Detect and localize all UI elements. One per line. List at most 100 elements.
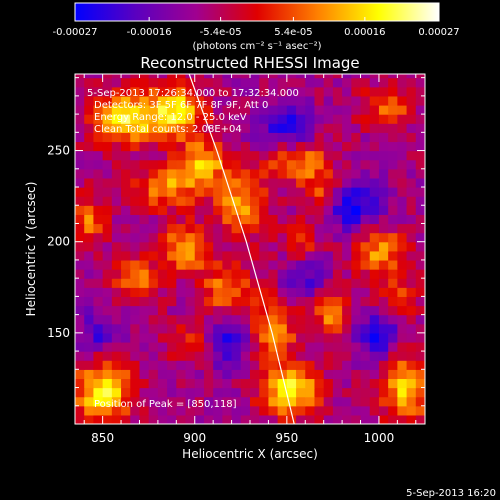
heatmap-cell xyxy=(305,196,316,206)
heatmap-cell xyxy=(130,196,141,206)
heatmap-cell xyxy=(231,123,242,133)
heatmap-cell xyxy=(342,259,352,270)
heatmap-cell xyxy=(130,287,141,297)
heatmap-cell xyxy=(148,414,159,424)
heatmap-cell xyxy=(305,269,316,279)
heatmap-cell xyxy=(360,123,371,133)
heatmap-cell xyxy=(84,323,95,334)
heatmap-cell xyxy=(397,187,408,197)
heatmap-cell xyxy=(93,196,104,206)
heatmap-cell xyxy=(332,141,343,152)
heatmap-cell xyxy=(222,378,233,389)
heatmap-cell xyxy=(406,360,417,370)
heatmap-cell xyxy=(360,369,371,380)
heatmap-cell xyxy=(351,150,362,161)
heatmap-cell xyxy=(415,214,425,225)
annotation-time-range: 5-Sep-2013 17:26:34.000 to 17:32:34.000 xyxy=(87,88,299,99)
heatmap-cell xyxy=(157,414,168,424)
heatmap-cell xyxy=(130,223,141,234)
heatmap-cell xyxy=(323,305,334,316)
heatmap-cell xyxy=(369,86,380,97)
heatmap-cell xyxy=(111,414,122,424)
heatmap-cell xyxy=(388,132,398,143)
heatmap-cell xyxy=(121,360,131,370)
heatmap-cell xyxy=(111,332,122,343)
heatmap-cell xyxy=(111,86,122,97)
heatmap-cell xyxy=(130,305,141,316)
heatmap-cell xyxy=(139,104,150,115)
heatmap-cell xyxy=(84,387,95,398)
heatmap-cell xyxy=(231,314,242,325)
heatmap-cell xyxy=(139,269,150,279)
heatmap-cell xyxy=(268,296,279,307)
heatmap-cell xyxy=(388,104,398,115)
heatmap-cell xyxy=(296,341,306,352)
heatmap-cell xyxy=(305,323,316,334)
heatmap-cell xyxy=(222,205,233,215)
heatmap-cell xyxy=(323,369,334,380)
heatmap-cell xyxy=(222,214,233,225)
heatmap-cell xyxy=(378,314,389,325)
heatmap-cell xyxy=(185,405,196,416)
heatmap-cell xyxy=(351,232,362,243)
heatmap-cell xyxy=(121,278,131,288)
heatmap-cell xyxy=(314,314,325,325)
heatmap-cell xyxy=(314,95,325,106)
heatmap-cell xyxy=(342,332,352,343)
heatmap-cell xyxy=(378,86,389,97)
heatmap-cell xyxy=(213,177,223,188)
heatmap-cell xyxy=(93,214,104,225)
heatmap-cell xyxy=(167,187,177,197)
heatmap-cell xyxy=(185,250,196,261)
heatmap-cell xyxy=(277,341,288,352)
heatmap-cell xyxy=(259,196,270,206)
heatmap-cell xyxy=(332,177,343,188)
heatmap-cell xyxy=(305,396,316,407)
heatmap-cell xyxy=(167,396,177,407)
heatmap-cell xyxy=(277,168,288,179)
heatmap-cell xyxy=(415,150,425,161)
heatmap-cell xyxy=(259,351,270,361)
heatmap-cell xyxy=(397,351,408,361)
heatmap-cell xyxy=(102,287,113,297)
heatmap-cell xyxy=(378,187,389,197)
heatmap-cell xyxy=(148,314,159,325)
heatmap-cell xyxy=(296,168,306,179)
heatmap-cell xyxy=(240,405,251,416)
heatmap-cell xyxy=(296,141,306,152)
heatmap-cell xyxy=(342,74,352,79)
heatmap-cell xyxy=(240,296,251,307)
heatmap-cell xyxy=(397,196,408,206)
heatmap-cell xyxy=(332,223,343,234)
heatmap-cell xyxy=(268,414,279,424)
heatmap-cell xyxy=(93,405,104,416)
heatmap-cell xyxy=(305,177,316,188)
heatmap-cell xyxy=(75,150,85,161)
heatmap-cell xyxy=(314,132,325,143)
heatmap-cell xyxy=(93,278,104,288)
heatmap-cell xyxy=(406,104,417,115)
heatmap-cell xyxy=(369,414,380,424)
heatmap-cell xyxy=(268,259,279,270)
heatmap-cell xyxy=(323,405,334,416)
heatmap-cell xyxy=(157,114,168,124)
heatmap-cell xyxy=(148,232,159,243)
heatmap-cell xyxy=(369,287,380,297)
heatmap-cell xyxy=(296,223,306,234)
heatmap-cell xyxy=(222,123,233,133)
heatmap-cell xyxy=(314,360,325,370)
heatmap-cell xyxy=(259,205,270,215)
heatmap-cell xyxy=(314,159,325,170)
heatmap-cell xyxy=(342,278,352,288)
heatmap-cell xyxy=(176,132,187,143)
heatmap-cell xyxy=(406,150,417,161)
heatmap-cell xyxy=(268,323,279,334)
heatmap-cell xyxy=(121,305,131,316)
heatmap-cell xyxy=(305,214,316,225)
heatmap-cell xyxy=(121,351,131,361)
heatmap-cell xyxy=(296,123,306,133)
heatmap-cell xyxy=(268,132,279,143)
heatmap-cell xyxy=(332,232,343,243)
heatmap-cell xyxy=(415,77,425,88)
heatmap-cell xyxy=(323,314,334,325)
